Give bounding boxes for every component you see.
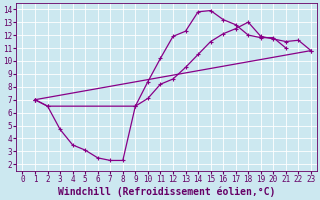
X-axis label: Windchill (Refroidissement éolien,°C): Windchill (Refroidissement éolien,°C) <box>58 187 276 197</box>
